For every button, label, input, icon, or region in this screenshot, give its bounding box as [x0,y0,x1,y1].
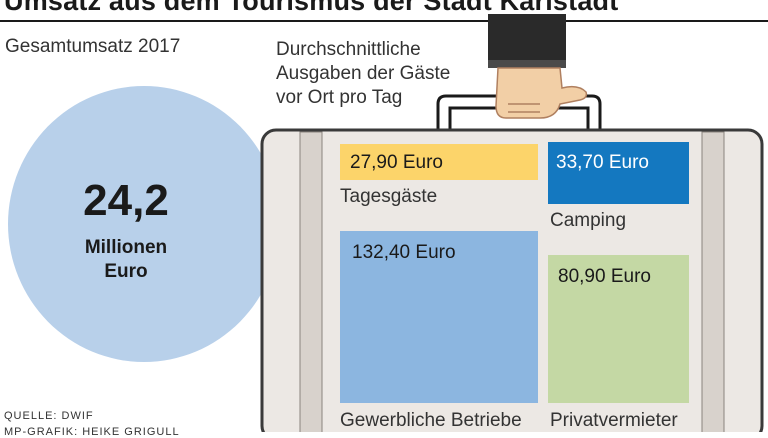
subtitle-line3: vor Ort pro Tag [276,87,403,108]
total-label: Gesamtumsatz 2017 [5,36,181,57]
sleeve [488,14,566,66]
title-rule [0,20,768,22]
label-gewerbliche: Gewerbliche Betriebe [340,410,522,431]
box-camping [548,142,689,204]
total-unit: Millionen Euro [56,236,196,284]
subtitle-line1: Durchschnittliche [276,39,421,60]
total-value: 24,2 [83,176,169,225]
label-tagesgaeste: Tagesgäste [340,186,438,207]
source-note: QUELLE: DWIF [4,410,94,422]
box-tagesgaeste [340,144,538,180]
value-tagesgaeste: 27,90 Euro [350,152,443,173]
label-privatvermieter: Privatvermieter [550,410,678,431]
suitcase-strap-right [701,131,725,432]
subtitle-line2: Ausgaben der Gäste [276,63,451,84]
hand-icon [495,67,588,119]
total-circle [8,86,280,362]
box-gewerbliche [340,231,538,403]
total-unit-line1: Millionen [84,237,168,258]
label-camping: Camping [550,210,627,231]
sleeve-cuff [488,60,566,68]
value-camping: 33,70 Euro [556,152,649,173]
value-gewerbliche: 132,40 Euro [352,242,456,263]
chart-title: Umsatz aus dem Tourismus der Stadt Karls… [4,0,619,16]
box-privatvermieter [548,255,689,403]
suitcase-strap-left [299,131,323,432]
total-unit-line2: Euro [104,261,148,282]
subtitle: Durchschnittliche Ausgaben der Gäste vor… [276,38,450,110]
value-privatvermieter: 80,90 Euro [558,266,651,287]
